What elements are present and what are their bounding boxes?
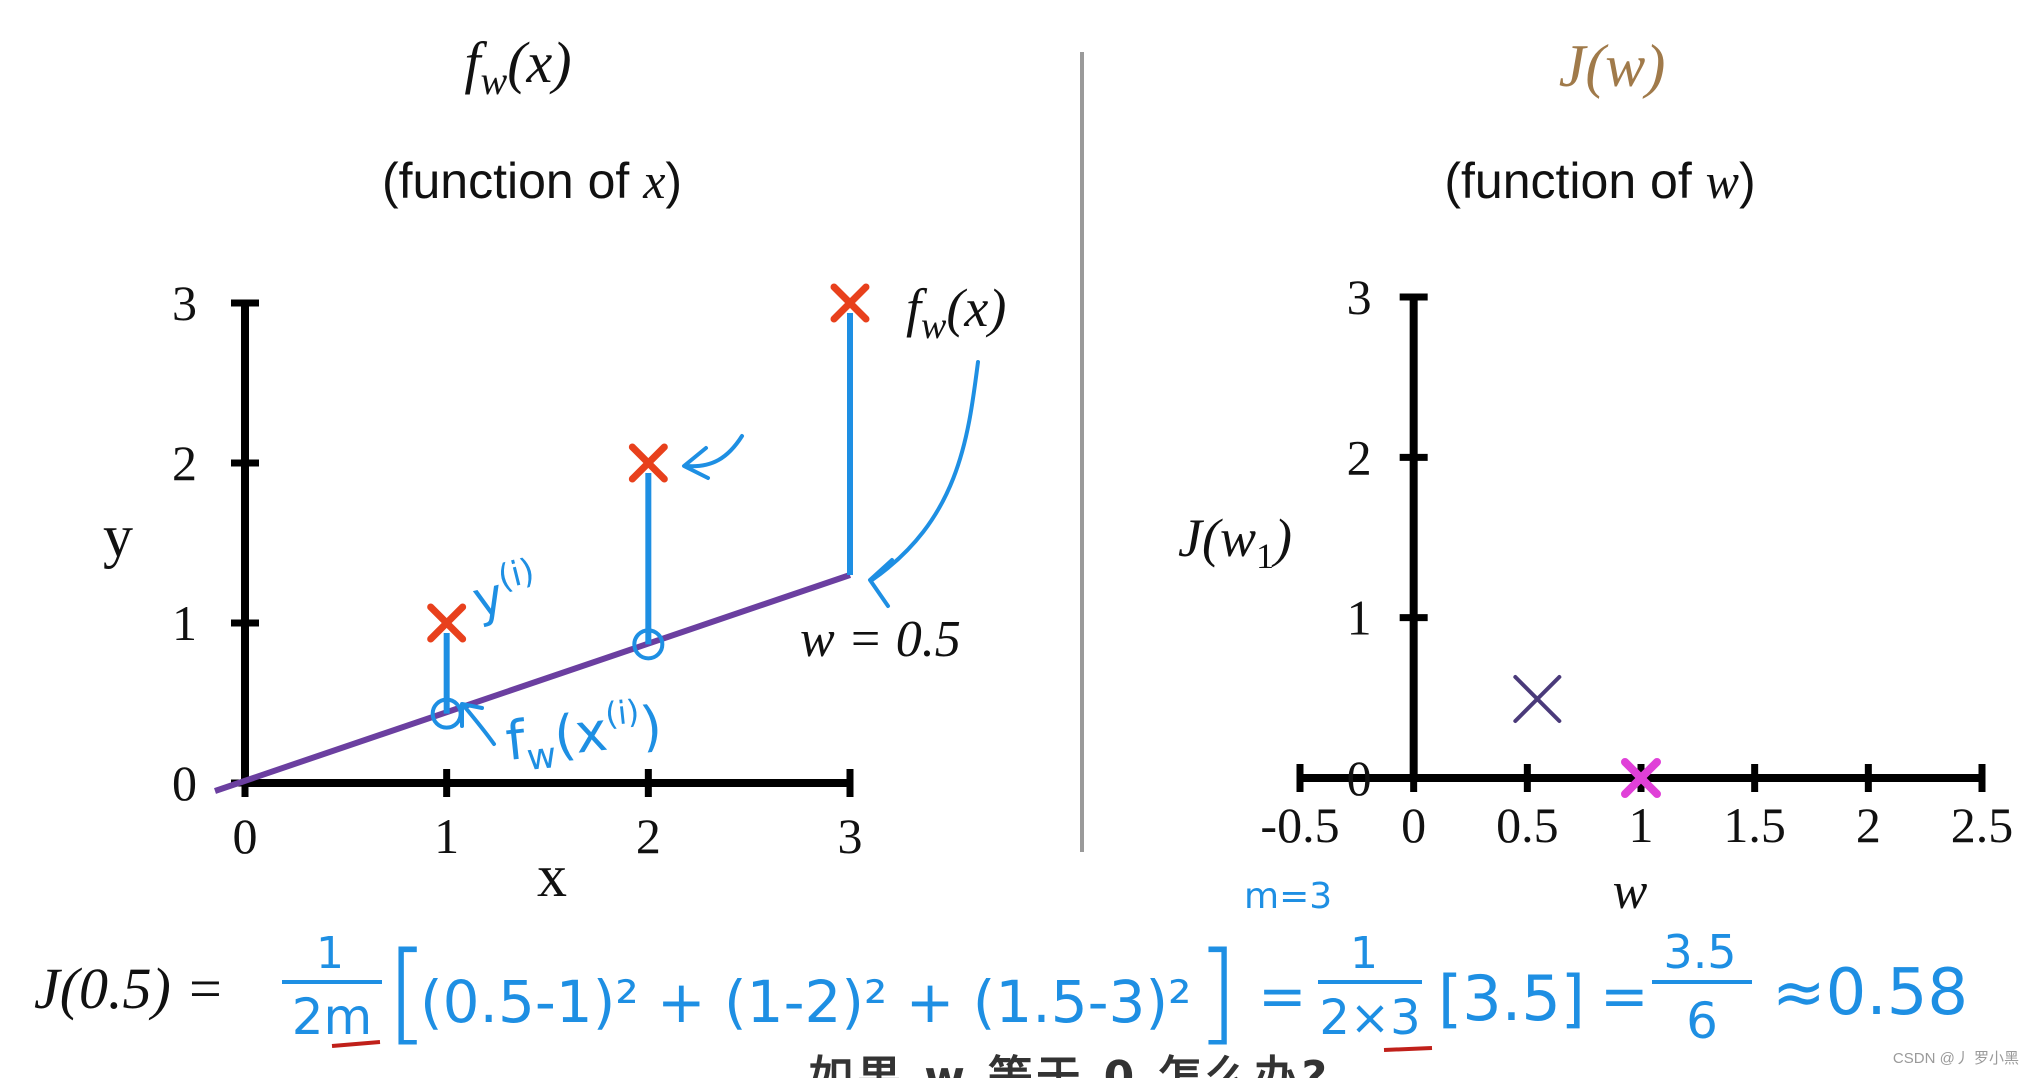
left-y-tick-label: 0 bbox=[172, 755, 197, 811]
data-point-stroke-b bbox=[628, 443, 668, 483]
right-x-tick-label: 2.5 bbox=[1951, 797, 2014, 853]
prediction-point bbox=[632, 628, 665, 661]
eq-frac3-num: 3.5 bbox=[1663, 925, 1736, 979]
eq-equals-2: = bbox=[1258, 962, 1307, 1030]
left-x-tick-label: 2 bbox=[636, 808, 661, 864]
left-x-tick-label: 1 bbox=[434, 808, 459, 864]
data-point bbox=[628, 443, 668, 483]
cost-point-w-0-5-stroke-b bbox=[1513, 675, 1562, 724]
left-y-axis-label: y bbox=[103, 503, 133, 569]
note-fw-arg: (x bbox=[551, 700, 610, 768]
right-x-tick-label: 2 bbox=[1856, 797, 1881, 853]
right-x-tick-label: 0.5 bbox=[1496, 797, 1559, 853]
line-label: w = 0.5 bbox=[800, 611, 961, 668]
left-y-tick-label: 3 bbox=[172, 275, 197, 331]
fw-label-sub: w bbox=[921, 305, 947, 347]
right-x-tick-label: 1.5 bbox=[1723, 797, 1786, 853]
left-subtitle-var: x bbox=[642, 153, 665, 209]
data-point bbox=[830, 283, 870, 323]
right-subtitle-suffix: ) bbox=[1739, 153, 1756, 209]
fw-label-arg: (x) bbox=[946, 278, 1006, 338]
note-fw-xi: fw(x(i)) bbox=[502, 690, 665, 781]
fw-label: fw(x) bbox=[906, 278, 1006, 347]
eq-frac2-den: 2×3 bbox=[1319, 990, 1420, 1046]
right-y-tick-label: 1 bbox=[1347, 590, 1372, 646]
left-chart: 0 1 2 3 0 1 2 3 x y bbox=[103, 275, 870, 909]
arrow-to-prediction-1 bbox=[462, 704, 496, 746]
eq-equals-3: = bbox=[1600, 962, 1649, 1030]
right-x-tick-label: 1 bbox=[1629, 797, 1654, 853]
cost-point-w-1 bbox=[1621, 758, 1661, 798]
note-y-i: y(i) bbox=[465, 551, 544, 630]
eq-m-note: m=3 bbox=[1244, 876, 1332, 917]
note-fw-sup: (i) bbox=[603, 692, 641, 733]
left-title-sub: w bbox=[481, 58, 508, 103]
eq-frac1-den: 2m bbox=[292, 988, 373, 1046]
eq-approx: ≈0.58 bbox=[1772, 956, 1968, 1030]
left-x-tick-label: 0 bbox=[233, 808, 258, 864]
eq-underline-m bbox=[331, 1040, 381, 1048]
right-x-tick-label: -0.5 bbox=[1260, 797, 1339, 853]
right-ylabel: J(w1) bbox=[1178, 508, 1292, 576]
eq-frac2-num: 1 bbox=[1350, 928, 1378, 979]
right-subtitle-prefix: (function of bbox=[1444, 153, 1705, 209]
left-y-tick-label: 1 bbox=[172, 595, 197, 651]
right-subtitle: (function of w) bbox=[1444, 153, 1755, 209]
right-subtitle-var: w bbox=[1706, 153, 1739, 209]
cost-point-w-1-stroke-b bbox=[1621, 758, 1661, 798]
data-point bbox=[427, 603, 467, 643]
left-y-tick-label: 2 bbox=[172, 435, 197, 491]
watermark: CSDN @丿 罗小黑 bbox=[1892, 1050, 2019, 1067]
eq-bracket2: [3.5] bbox=[1438, 962, 1585, 1035]
arrow-to-point-2 bbox=[684, 434, 744, 469]
arrow-to-fw-line bbox=[870, 360, 980, 582]
arrow-to-fw-line-head bbox=[868, 558, 894, 608]
right-ylabel-sub: 1 bbox=[1256, 536, 1274, 576]
right-y-tick-label: 3 bbox=[1347, 269, 1372, 325]
left-subtitle-suffix: ) bbox=[665, 153, 682, 209]
handwritten-arrows bbox=[460, 360, 980, 746]
right-x-axis-label: w bbox=[1613, 863, 1648, 920]
eq-bracket-open: [ bbox=[386, 928, 429, 1056]
video-caption: 如果 w 等于 0 怎么办? bbox=[808, 1052, 1332, 1078]
left-subtitle: (function of x) bbox=[382, 153, 682, 209]
cost-equation: J(0.5) = 1 2m [ (0.5-1)² + (1-2)² + (1.5… bbox=[34, 876, 1968, 1056]
eq-underline-3 bbox=[1383, 1046, 1433, 1052]
note-fw-close: ) bbox=[637, 694, 665, 759]
right-ylabel-main: J(w bbox=[1178, 508, 1256, 568]
left-title-arg: (x) bbox=[507, 30, 571, 95]
data-point-stroke-b bbox=[830, 283, 870, 323]
right-y-tick-label: 0 bbox=[1347, 750, 1372, 806]
right-title: J(w) bbox=[1559, 33, 1666, 99]
eq-bracket-close: ] bbox=[1196, 928, 1239, 1056]
eq-frac3-den: 6 bbox=[1686, 992, 1718, 1050]
left-subtitle-prefix: (function of bbox=[382, 153, 643, 209]
eq-bracket-content: (0.5-1)² + (1-2)² + (1.5-3)² bbox=[420, 968, 1191, 1036]
right-x-tick-label: 0 bbox=[1401, 797, 1426, 853]
right-ylabel-close: ) bbox=[1271, 508, 1292, 568]
right-y-tick-label: 2 bbox=[1347, 429, 1372, 485]
note-fw-sub: w bbox=[525, 735, 559, 779]
arrow-to-prediction-1-head bbox=[460, 702, 484, 728]
model-line bbox=[214, 572, 851, 794]
left-title: fw(x) bbox=[464, 30, 571, 103]
left-x-tick-label: 3 bbox=[838, 808, 863, 864]
left-x-axis-label: x bbox=[537, 843, 567, 909]
eq-lhs: J(0.5) = bbox=[34, 956, 225, 1021]
eq-frac1-num: 1 bbox=[316, 928, 344, 979]
data-point-stroke-b bbox=[427, 603, 467, 643]
cost-point-w-0-5 bbox=[1513, 675, 1562, 724]
arrow-to-point-2-head bbox=[682, 446, 710, 480]
